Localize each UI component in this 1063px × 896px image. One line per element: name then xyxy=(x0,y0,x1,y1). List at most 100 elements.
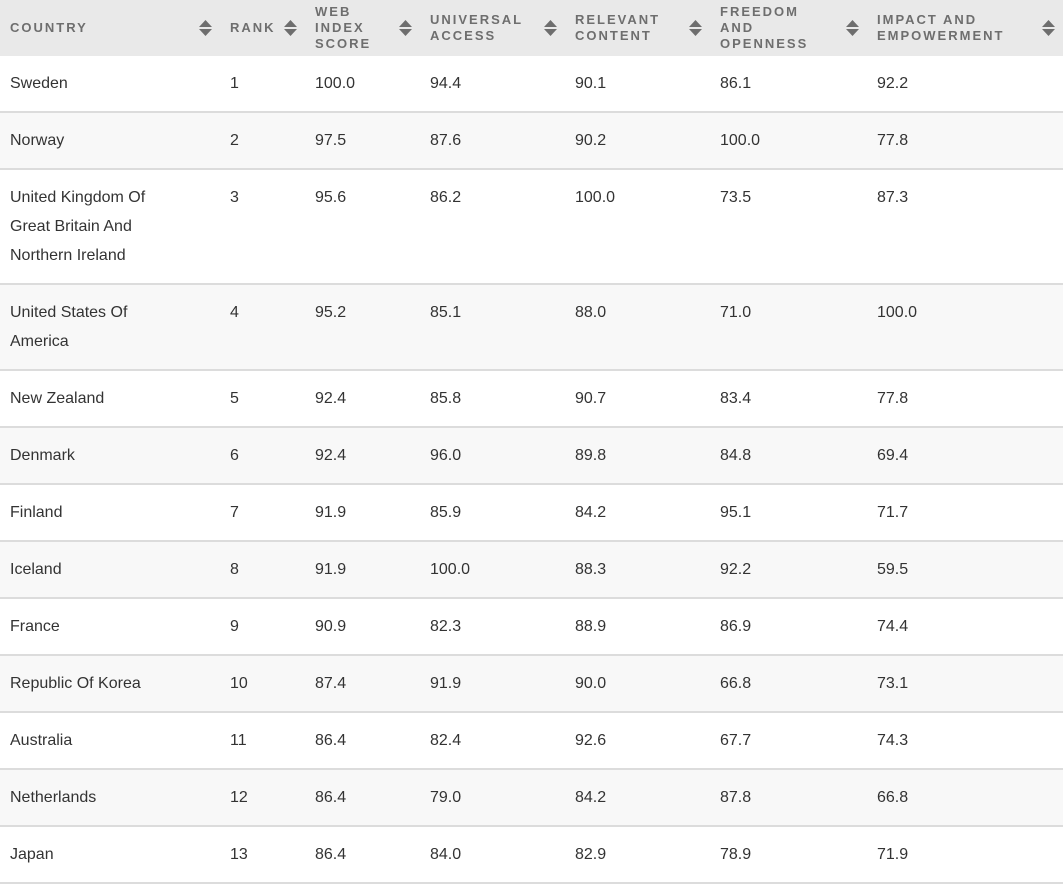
universal_access-cell: 82.4 xyxy=(420,712,565,770)
country-cell: Australia xyxy=(0,712,220,770)
rank-cell: 6 xyxy=(220,427,305,485)
country-cell: Netherlands xyxy=(0,769,220,827)
sort-updown-icon[interactable] xyxy=(1042,20,1055,36)
country-cell: Denmark xyxy=(0,427,220,485)
column-label-universal_access: UNIVERSAL ACCESS xyxy=(430,12,523,43)
sort-updown-icon[interactable] xyxy=(199,20,212,36)
universal_access-cell: 91.9 xyxy=(420,655,565,713)
web_index_score-cell: 86.4 xyxy=(305,712,420,770)
country-cell: New Zealand xyxy=(0,370,220,428)
sort-updown-icon[interactable] xyxy=(544,20,557,36)
table-row: Republic Of Korea 10 87.4 91.9 90.0 66.8 73.1 xyxy=(0,655,1063,713)
rank-cell: 11 xyxy=(220,712,305,770)
web_index_score-cell: 92.4 xyxy=(305,427,420,485)
table-row: Denmark 6 92.4 96.0 89.8 84.8 69.4 xyxy=(0,427,1063,485)
column-header-country[interactable]: COUNTRY xyxy=(0,0,220,56)
web_index_score-cell: 95.6 xyxy=(305,169,420,285)
country-cell: Norway xyxy=(0,112,220,170)
relevant_content-cell: 90.2 xyxy=(565,112,710,170)
rank-cell: 4 xyxy=(220,284,305,371)
country-cell: Republic Of Korea xyxy=(0,655,220,713)
impact_and_empowerment-cell: 66.8 xyxy=(867,769,1063,827)
column-header-rank[interactable]: RANK xyxy=(220,0,305,56)
freedom_and_openness-cell: 66.8 xyxy=(710,655,867,713)
table-row: Finland 7 91.9 85.9 84.2 95.1 71.7 xyxy=(0,484,1063,542)
rank-cell: 3 xyxy=(220,169,305,285)
impact_and_empowerment-cell: 73.1 xyxy=(867,655,1063,713)
column-header-universal_access[interactable]: UNIVERSAL ACCESS xyxy=(420,0,565,56)
column-label-relevant_content: RELEVANT CONTENT xyxy=(575,12,661,43)
freedom_and_openness-cell: 73.5 xyxy=(710,169,867,285)
freedom_and_openness-cell: 92.2 xyxy=(710,541,867,599)
relevant_content-cell: 100.0 xyxy=(565,169,710,285)
relevant_content-cell: 88.3 xyxy=(565,541,710,599)
universal_access-cell: 85.9 xyxy=(420,484,565,542)
rank-cell: 13 xyxy=(220,826,305,884)
column-label-country: COUNTRY xyxy=(10,20,88,35)
freedom_and_openness-cell: 100.0 xyxy=(710,112,867,170)
sort-updown-icon[interactable] xyxy=(284,20,297,36)
web_index_score-cell: 97.5 xyxy=(305,112,420,170)
web_index_score-cell: 91.9 xyxy=(305,484,420,542)
rank-cell: 7 xyxy=(220,484,305,542)
country-name: Republic Of Korea xyxy=(10,675,141,692)
rank-cell: 10 xyxy=(220,655,305,713)
web_index_score-cell: 86.4 xyxy=(305,769,420,827)
universal_access-cell: 87.6 xyxy=(420,112,565,170)
country-name: France xyxy=(10,618,60,635)
country-name: Netherlands xyxy=(10,789,97,806)
column-header-web_index_score[interactable]: WEB INDEX SCORE xyxy=(305,0,420,56)
country-cell: Japan xyxy=(0,826,220,884)
column-header-relevant_content[interactable]: RELEVANT CONTENT xyxy=(565,0,710,56)
web_index_score-cell: 87.4 xyxy=(305,655,420,713)
impact_and_empowerment-cell: 59.5 xyxy=(867,541,1063,599)
relevant_content-cell: 82.9 xyxy=(565,826,710,884)
universal_access-cell: 86.2 xyxy=(420,169,565,285)
sort-updown-icon[interactable] xyxy=(399,20,412,36)
column-header-freedom_and_openness[interactable]: FREEDOM AND OPENNESS xyxy=(710,0,867,56)
column-header-impact_and_empowerment[interactable]: IMPACT AND EMPOWERMENT xyxy=(867,0,1063,56)
country-cell: France xyxy=(0,598,220,656)
table-row: Norway 2 97.5 87.6 90.2 100.0 77.8 xyxy=(0,112,1063,170)
rank-cell: 1 xyxy=(220,56,305,113)
table-row: Japan 13 86.4 84.0 82.9 78.9 71.9 xyxy=(0,826,1063,884)
column-label-web_index_score: WEB INDEX SCORE xyxy=(315,4,372,51)
country-name: New Zealand xyxy=(10,390,105,407)
relevant_content-cell: 90.0 xyxy=(565,655,710,713)
rank-cell: 9 xyxy=(220,598,305,656)
relevant_content-cell: 89.8 xyxy=(565,427,710,485)
impact_and_empowerment-cell: 100.0 xyxy=(867,284,1063,371)
table-row: France 9 90.9 82.3 88.9 86.9 74.4 xyxy=(0,598,1063,656)
freedom_and_openness-cell: 78.9 xyxy=(710,826,867,884)
freedom_and_openness-cell: 95.1 xyxy=(710,484,867,542)
universal_access-cell: 94.4 xyxy=(420,56,565,113)
universal_access-cell: 85.1 xyxy=(420,284,565,371)
country-name: Japan xyxy=(10,846,54,863)
impact_and_empowerment-cell: 71.9 xyxy=(867,826,1063,884)
country-name: Finland xyxy=(10,504,63,521)
freedom_and_openness-cell: 83.4 xyxy=(710,370,867,428)
country-name: Norway xyxy=(10,132,65,149)
country-name: United States Of America xyxy=(10,304,128,350)
column-label-freedom_and_openness: FREEDOM AND OPENNESS xyxy=(720,4,809,51)
web_index_score-cell: 90.9 xyxy=(305,598,420,656)
relevant_content-cell: 88.0 xyxy=(565,284,710,371)
relevant_content-cell: 90.7 xyxy=(565,370,710,428)
sort-updown-icon[interactable] xyxy=(689,20,702,36)
impact_and_empowerment-cell: 74.4 xyxy=(867,598,1063,656)
impact_and_empowerment-cell: 69.4 xyxy=(867,427,1063,485)
web_index_score-cell: 86.4 xyxy=(305,826,420,884)
web_index_score-cell: 100.0 xyxy=(305,56,420,113)
relevant_content-cell: 88.9 xyxy=(565,598,710,656)
universal_access-cell: 84.0 xyxy=(420,826,565,884)
universal_access-cell: 79.0 xyxy=(420,769,565,827)
freedom_and_openness-cell: 71.0 xyxy=(710,284,867,371)
country-name: Sweden xyxy=(10,75,68,92)
table-row: Iceland 8 91.9 100.0 88.3 92.2 59.5 xyxy=(0,541,1063,599)
web_index_score-cell: 91.9 xyxy=(305,541,420,599)
web_index_score-cell: 92.4 xyxy=(305,370,420,428)
country-name: Australia xyxy=(10,732,73,749)
freedom_and_openness-cell: 87.8 xyxy=(710,769,867,827)
sort-updown-icon[interactable] xyxy=(846,20,859,36)
